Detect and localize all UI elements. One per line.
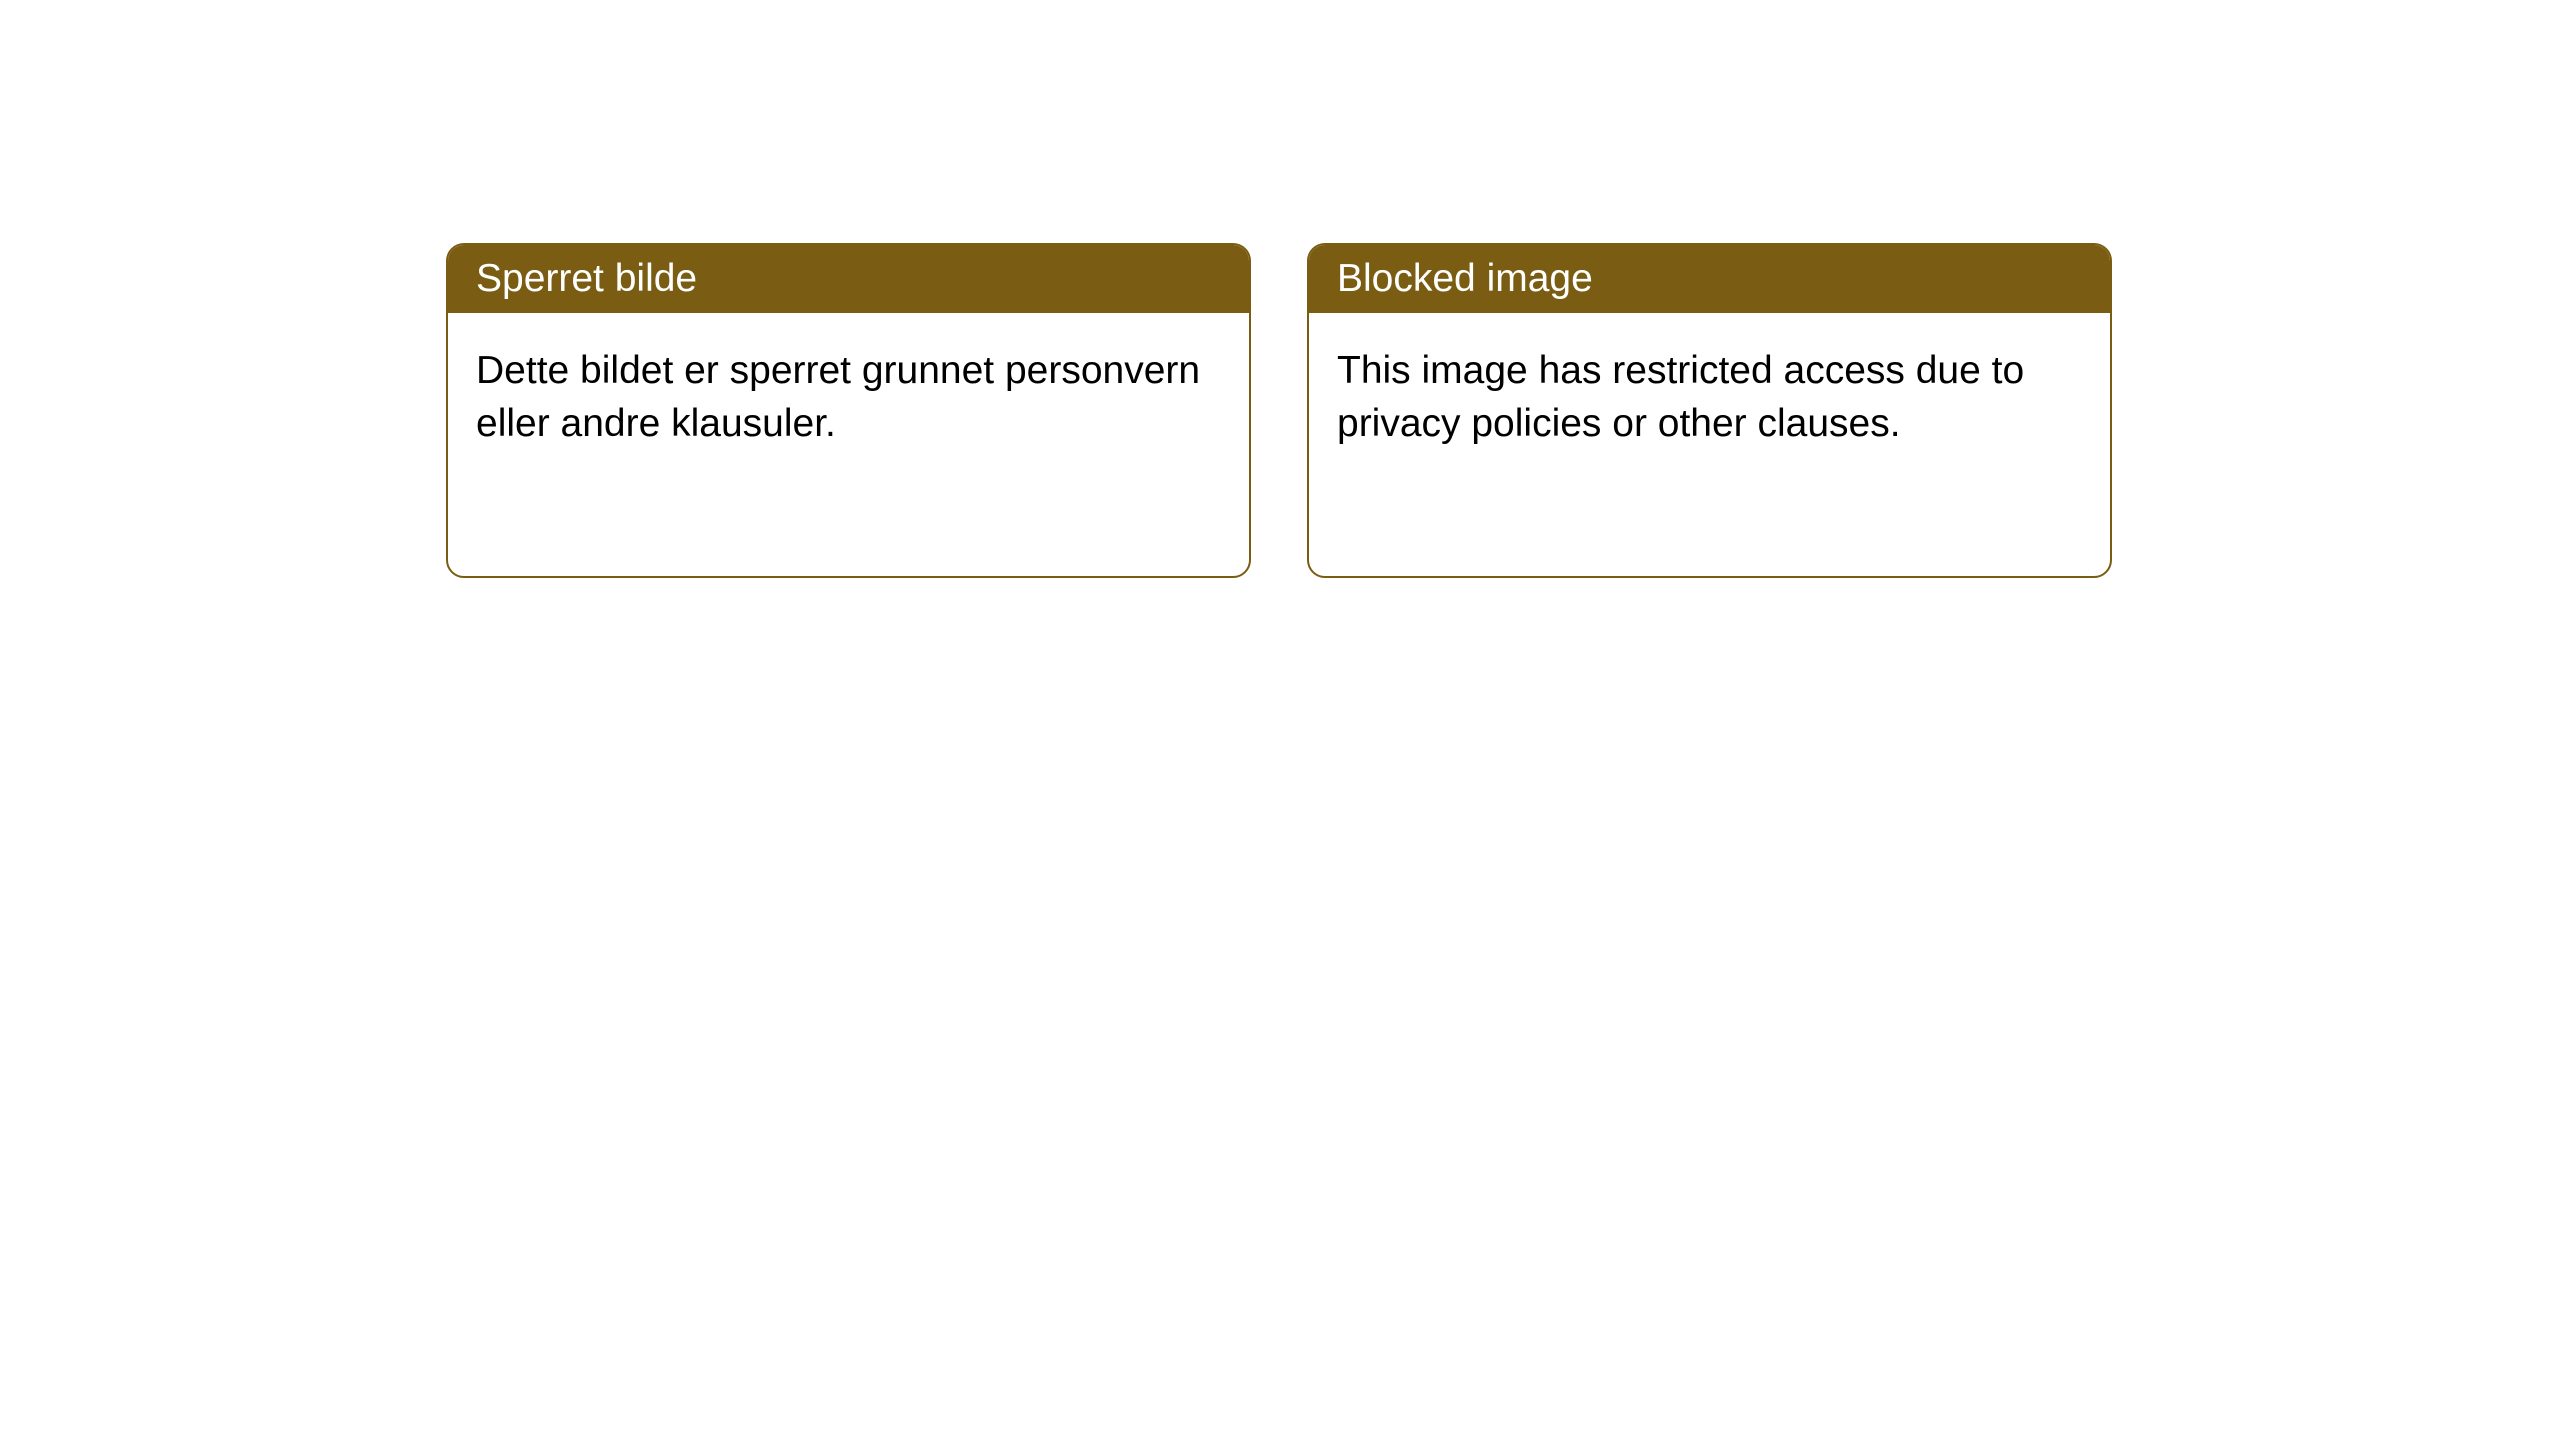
notice-body-norwegian: Dette bildet er sperret grunnet personve… [448,313,1249,482]
notice-container: Sperret bilde Dette bildet er sperret gr… [0,0,2560,578]
notice-card-norwegian: Sperret bilde Dette bildet er sperret gr… [446,243,1251,578]
notice-card-english: Blocked image This image has restricted … [1307,243,2112,578]
notice-body-english: This image has restricted access due to … [1309,313,2110,482]
notice-title-english: Blocked image [1309,245,2110,313]
notice-title-norwegian: Sperret bilde [448,245,1249,313]
